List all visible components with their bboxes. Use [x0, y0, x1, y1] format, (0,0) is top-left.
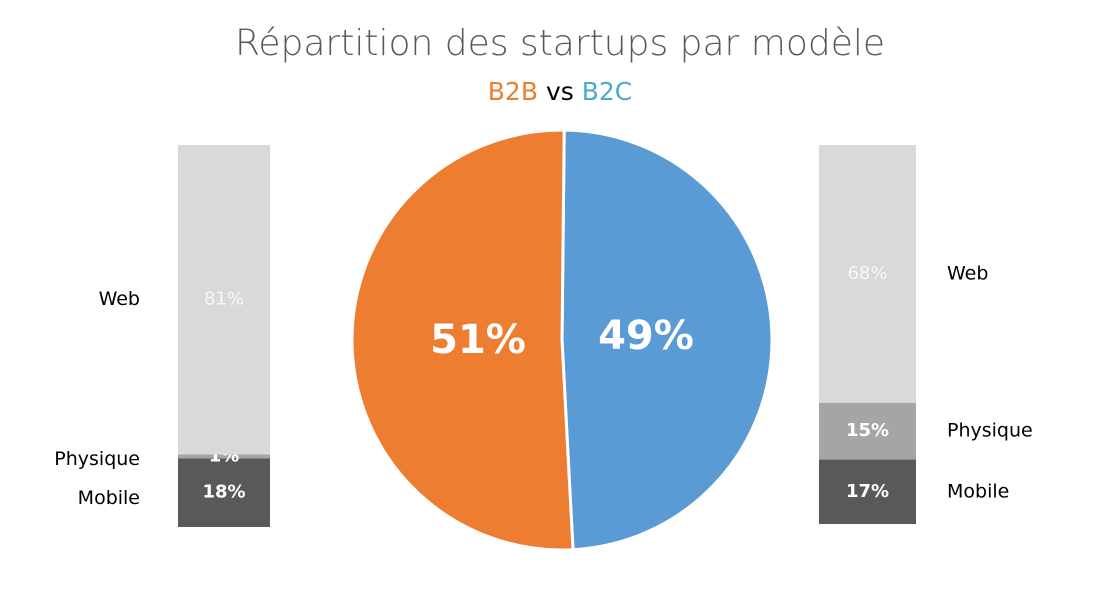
pie-slice — [350, 128, 575, 552]
bar-segment — [178, 454, 270, 459]
bar-value-label: 18% — [202, 482, 245, 503]
category-label: Mobile — [78, 487, 140, 509]
pie-value-label: 51% — [430, 317, 526, 363]
subtitle-b2b: B2B — [488, 77, 538, 106]
pie-value-label: 49% — [598, 313, 694, 359]
category-label: Physique — [947, 420, 1033, 442]
category-label: Physique — [54, 448, 140, 470]
bar-value-label: 81% — [204, 289, 244, 310]
chart-subtitle: B2B vs B2C — [488, 77, 632, 106]
category-label: Mobile — [947, 480, 1009, 502]
category-label: Web — [947, 262, 988, 284]
bar-segment — [819, 145, 916, 403]
bar-segment — [178, 145, 270, 455]
bar-value-label: 17% — [846, 481, 889, 502]
category-label: Web — [99, 288, 140, 310]
bar-segment — [178, 458, 270, 527]
pie-slice — [560, 128, 774, 552]
bar-segment — [819, 402, 916, 460]
subtitle-b2c: B2C — [582, 77, 633, 106]
bar-segment — [819, 459, 916, 524]
chart-title: Répartition des startups par modèle — [235, 23, 885, 64]
bar-value-label: 68% — [847, 263, 887, 284]
subtitle-connector: vs — [546, 77, 574, 106]
bar-value-label: 15% — [846, 420, 889, 441]
